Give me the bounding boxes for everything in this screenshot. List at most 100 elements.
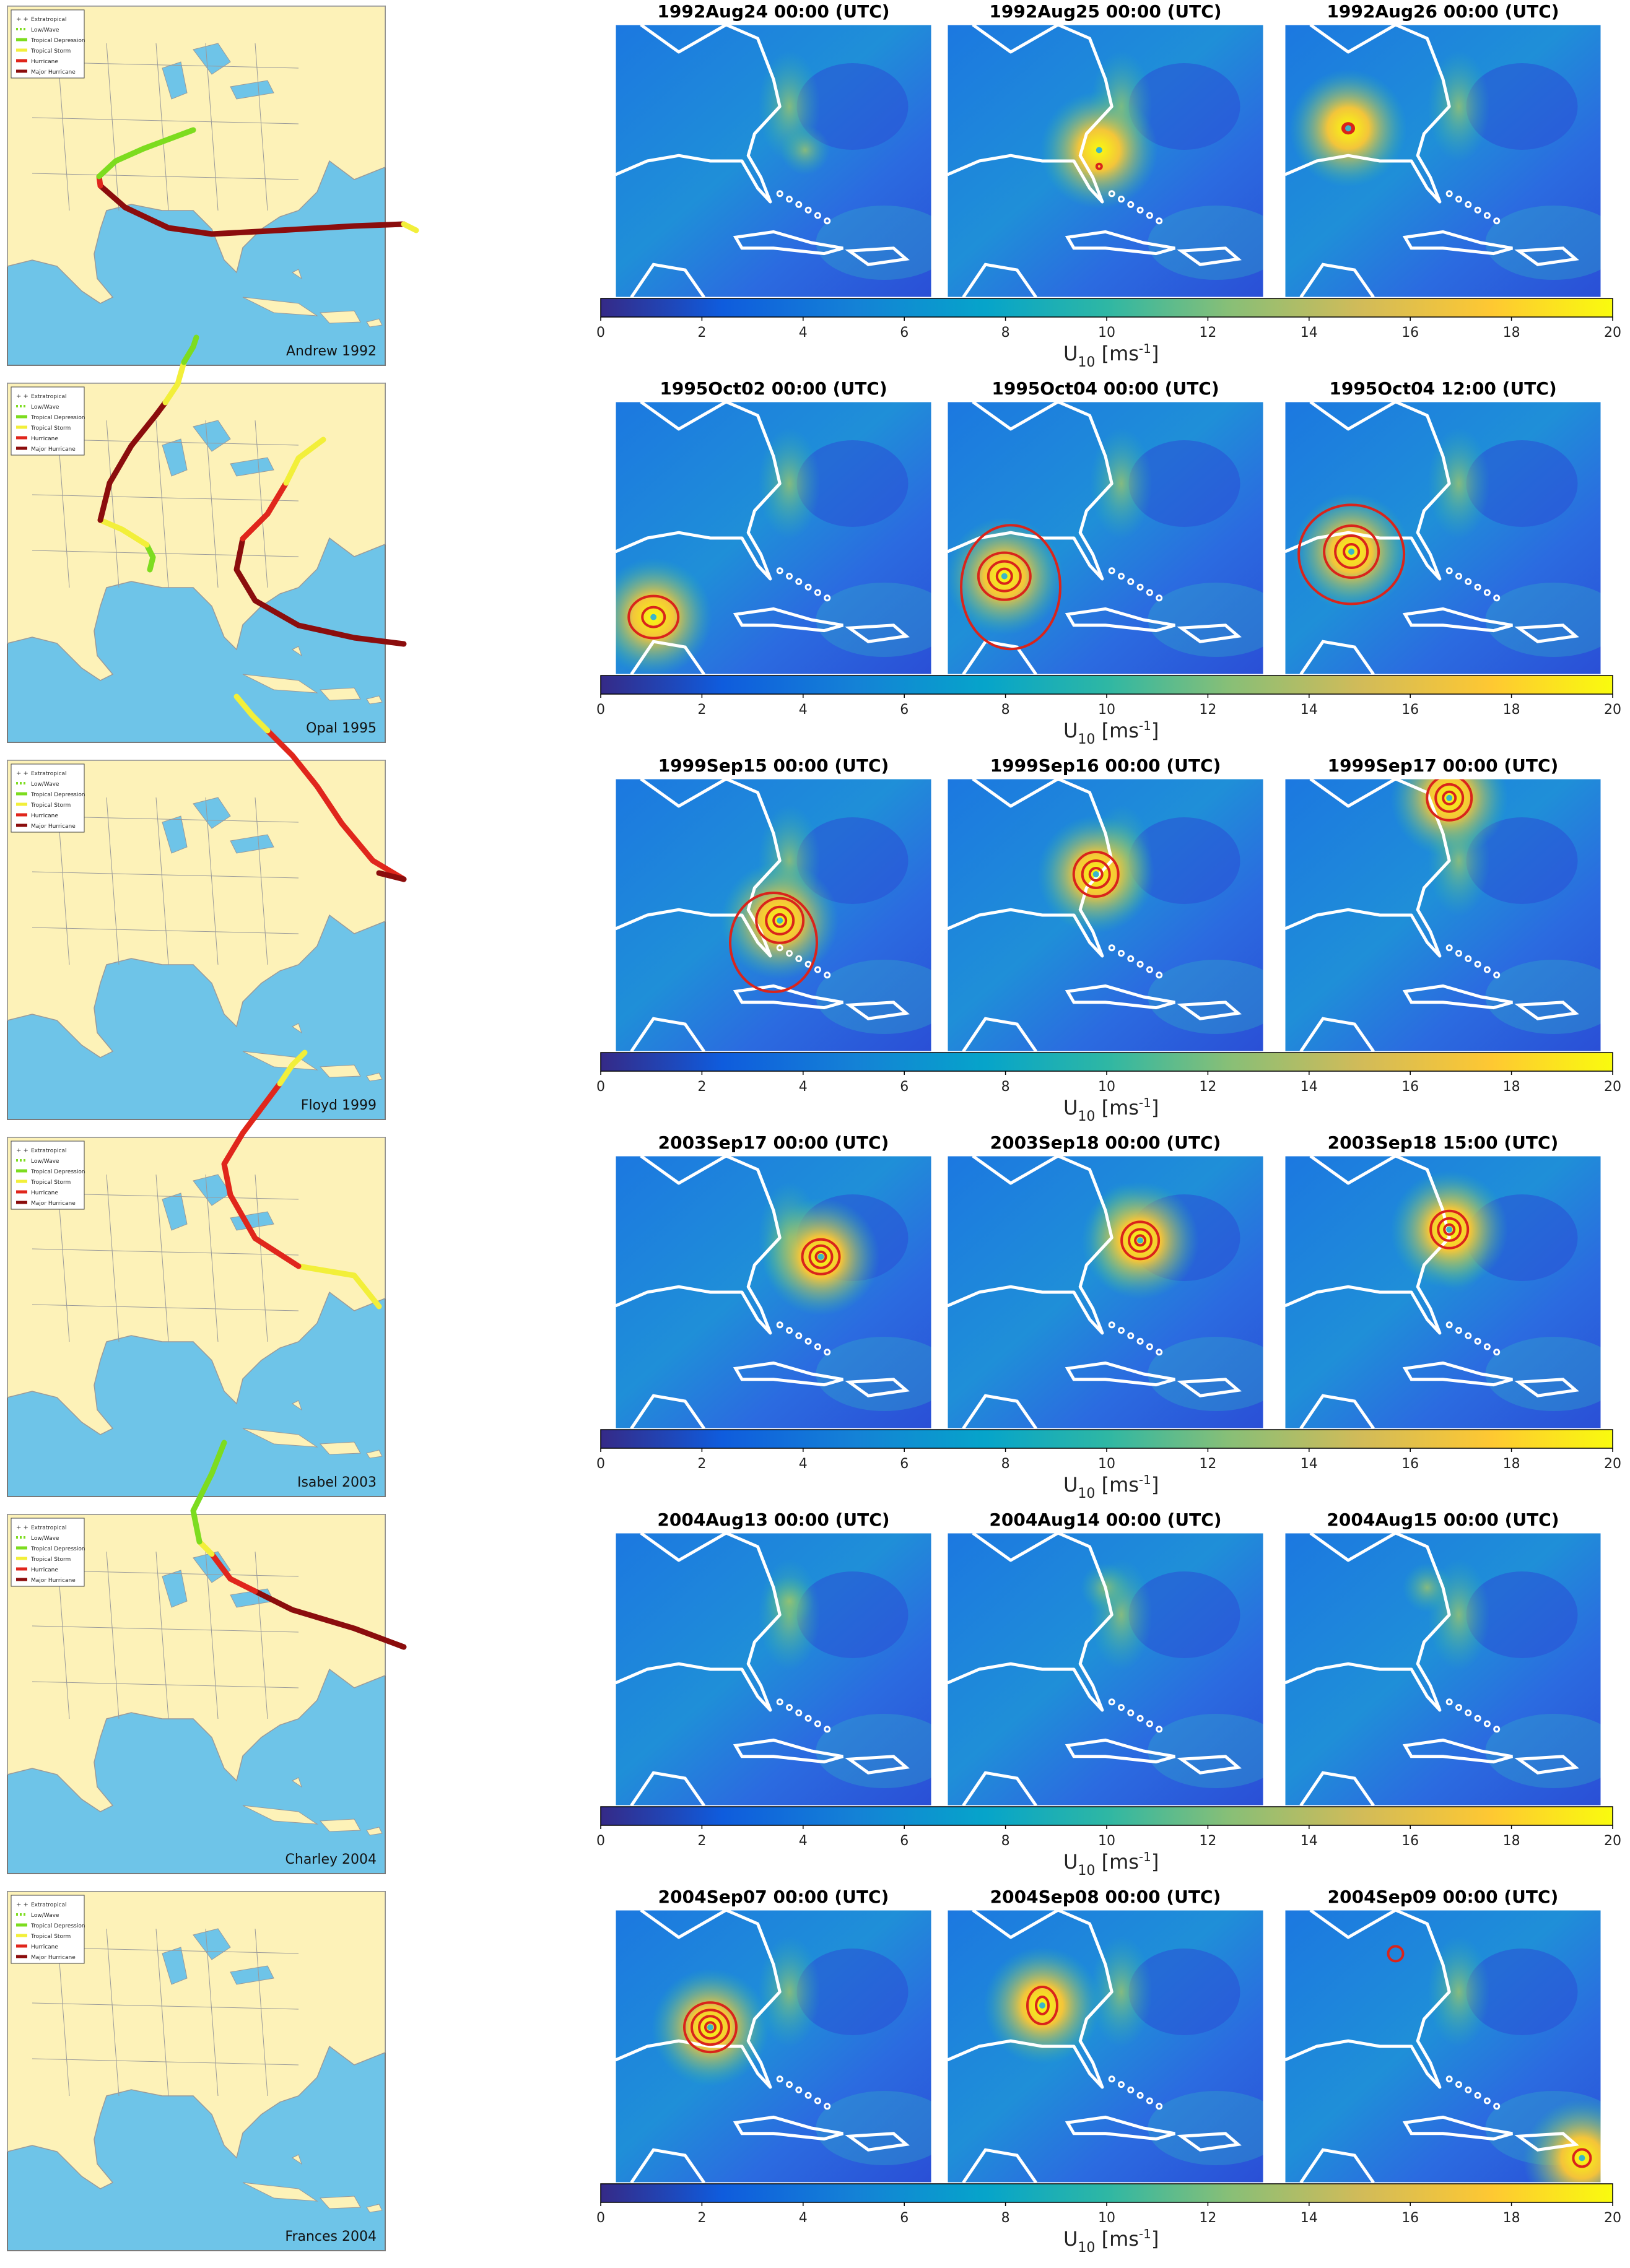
bahamas-island <box>776 567 783 575</box>
colorbar-tick-label: 20 <box>1604 1079 1621 1095</box>
bahamas-island <box>814 1343 821 1350</box>
storm-track <box>97 399 168 523</box>
bahamas-island <box>814 966 821 973</box>
contour-ring <box>1088 867 1104 882</box>
legend-box <box>11 386 85 456</box>
bahamas-island <box>1108 944 1115 952</box>
colorbar-gradient <box>600 1429 1613 1449</box>
yucatan-coastline <box>1299 2148 1375 2183</box>
bahamas-island <box>795 578 803 585</box>
map-land <box>7 383 386 681</box>
storm-track <box>181 334 199 365</box>
bahamas-island <box>1146 2097 1153 2105</box>
wind-panel: 1999Sep16 00:00 (UTC) <box>947 755 1264 1052</box>
storm-track <box>144 542 156 573</box>
storm-eye <box>707 2024 713 2031</box>
cuba-coastline <box>1065 1361 1175 1387</box>
contour-ring <box>729 892 818 993</box>
storm-eye <box>1039 2002 1045 2009</box>
contour-ring <box>683 2001 738 2054</box>
storm-eye <box>1345 125 1351 132</box>
contour-ring <box>1323 524 1380 579</box>
colorbar-tick-label: 4 <box>799 325 808 341</box>
map-island <box>292 269 302 280</box>
hispaniola-coastline <box>1514 1378 1579 1397</box>
legend-label: Hurricane <box>31 1567 58 1573</box>
colorbar-tick-label: 2 <box>697 1456 706 1472</box>
colorbar-tick-label: 0 <box>596 325 605 341</box>
storm-eye <box>1579 2155 1585 2162</box>
contour-ring <box>765 905 795 936</box>
panel-frame <box>1284 778 1602 1052</box>
panel-title: 1995Oct04 00:00 (UTC) <box>992 378 1219 399</box>
panel-field <box>948 779 1263 1051</box>
colorbar-label: U10 [ms-1] <box>1063 341 1159 370</box>
legend-label: Hurricane <box>31 59 58 65</box>
bahamas-island <box>1118 2081 1125 2088</box>
bahamas-island <box>1118 196 1125 203</box>
colorbar-tick-label: 20 <box>1604 1833 1621 1849</box>
legend-plus-marker: + + <box>16 1524 28 1531</box>
cuba-coastline <box>1402 984 1513 1010</box>
bahamas-island <box>1474 1337 1481 1345</box>
coastline <box>1285 25 1451 204</box>
yucatan-coastline <box>1299 1394 1375 1428</box>
colorbar-label: U10 [ms-1] <box>1063 718 1159 747</box>
contour-ring <box>704 2021 717 2034</box>
panel-field <box>1285 25 1601 297</box>
bahamas-island <box>1493 1349 1501 1356</box>
legend-label: Tropical Depression <box>30 1546 85 1552</box>
bahamas-island <box>824 1726 831 1733</box>
coastline <box>948 1533 1114 1712</box>
map-border <box>155 420 169 588</box>
hispaniola-coastline <box>845 1001 910 1020</box>
storm-name-label: Andrew 1992 <box>286 344 377 359</box>
storm-track <box>96 127 196 180</box>
map-island <box>242 1051 318 1071</box>
field-blob <box>1128 817 1240 904</box>
bahamas-island <box>1493 1726 1501 1733</box>
legend-label: Extratropical <box>31 1525 66 1531</box>
legend-plus-marker: + + <box>16 1901 28 1908</box>
bahamas-island <box>776 1698 783 1706</box>
colorbar-tick-label: 10 <box>1098 1079 1115 1095</box>
panel-field <box>616 402 931 674</box>
bahamas-island <box>1146 966 1153 973</box>
map-border <box>32 117 299 124</box>
colorbar-gradient <box>600 1052 1613 1072</box>
yucatan-coastline <box>962 263 1037 297</box>
legend-box <box>11 9 85 79</box>
map-border <box>32 494 299 502</box>
legend-label: Extratropical <box>31 17 66 23</box>
map-island <box>319 1441 361 1455</box>
contour-ring <box>977 551 1032 601</box>
colorbar-tick-label: 6 <box>900 702 909 718</box>
field-blob <box>1466 1949 1578 2035</box>
field-blob <box>816 583 931 657</box>
wind-panel: 2003Sep17 00:00 (UTC) <box>615 1132 932 1429</box>
bahamas-island <box>795 1332 803 1339</box>
colorbar-tick-label: 16 <box>1401 1456 1419 1472</box>
colorbar-tick-label: 20 <box>1604 1456 1621 1472</box>
map-land <box>7 6 386 304</box>
panel-title: 2003Sep17 00:00 (UTC) <box>658 1132 889 1153</box>
panel-field <box>616 1533 931 1805</box>
map-island <box>292 2154 302 2165</box>
wind-panel: 1999Sep15 00:00 (UTC) <box>615 755 932 1052</box>
storm-track <box>283 437 326 486</box>
legend-box <box>11 1141 85 1210</box>
panel-frame <box>947 1532 1264 1806</box>
storm-track <box>196 1539 215 1557</box>
coastline <box>948 1156 1114 1335</box>
coastline <box>1285 402 1451 581</box>
legend-label: Tropical Depression <box>30 792 85 798</box>
map-border <box>255 1928 268 2096</box>
bahamas-island <box>1146 212 1153 219</box>
yucatan-coastline <box>630 1017 705 1051</box>
bahamas-island <box>786 1327 793 1334</box>
coastline <box>1285 1533 1451 1712</box>
storm-track <box>295 1263 382 1310</box>
panel-title: 1992Aug24 00:00 (UTC) <box>657 1 889 22</box>
coastline <box>616 1533 782 1712</box>
contour-ring <box>1026 1986 1058 2025</box>
